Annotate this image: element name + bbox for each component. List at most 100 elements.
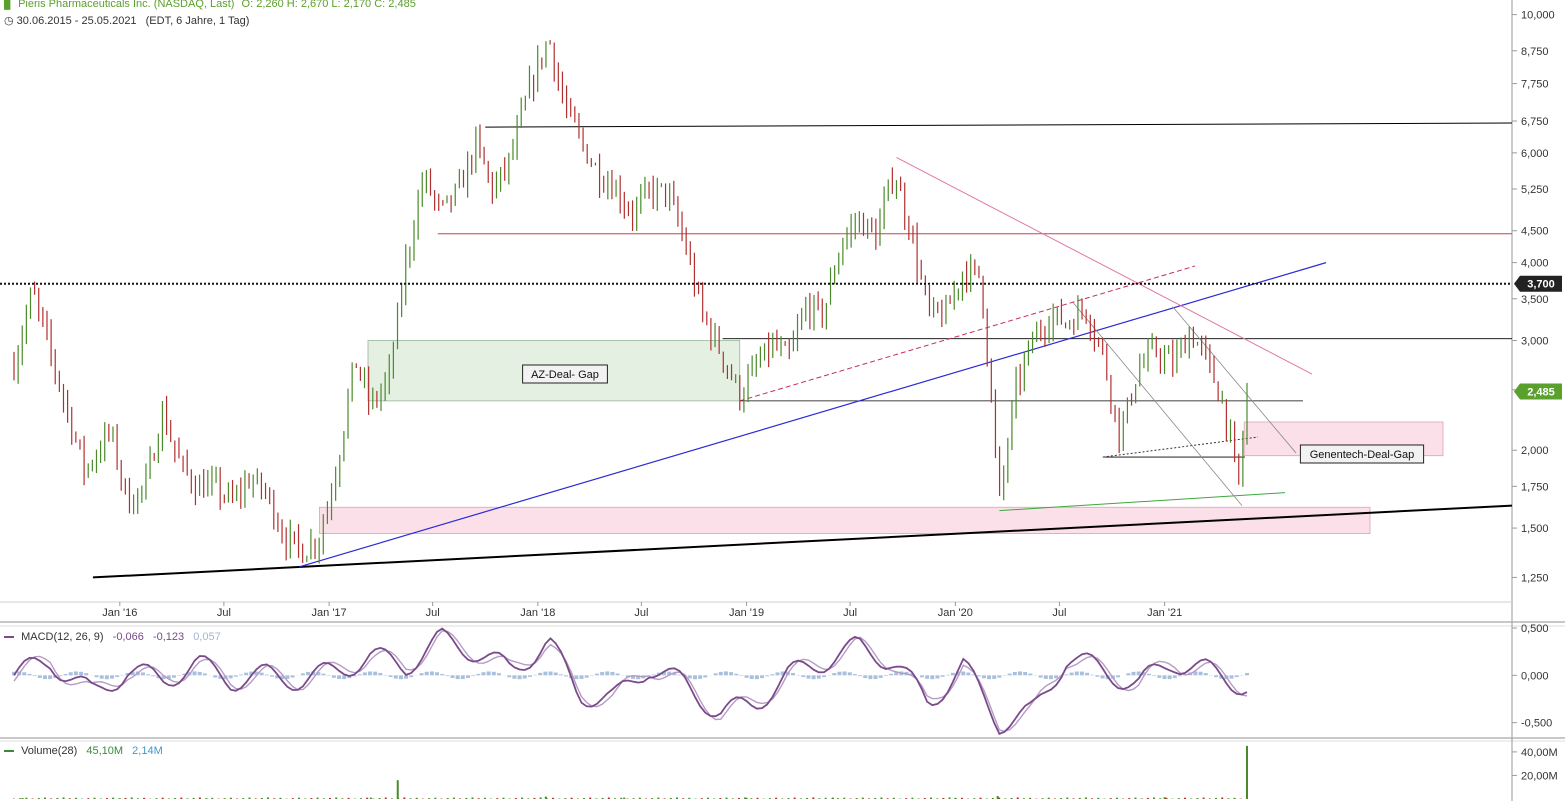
volume-bar [1196,798,1198,799]
volume-bar [1184,798,1186,799]
macd-hist-bar [244,673,248,676]
volume-bar [608,797,610,799]
macd-hist-bar [977,675,981,676]
macd-hist-bar [151,675,155,676]
macd-hist-bar [456,675,460,679]
volume-bar [502,798,504,799]
macd-hist-bar [373,672,377,676]
macd-hist-bar [1039,675,1043,677]
macd-hist-bar [301,673,305,675]
volume-bar [1029,798,1031,799]
macd-hist-bar [1173,675,1177,678]
volume-bar [1134,798,1136,799]
volume-bar [478,798,480,799]
volume-bar [298,798,300,799]
volume-bar [69,798,71,799]
macd-hist-bar [507,675,511,677]
macd-hist-bar [394,675,398,678]
macd-hist-bar [966,673,970,676]
volume-bar [738,798,740,799]
volume-avg-value: 2,14M [132,745,163,757]
macd-hist-bar [822,675,826,677]
macd-hist-value: 0,057 [193,631,221,643]
volume-bar [348,798,350,799]
macd-title: MACD(12, 26, 9) [21,631,104,643]
volume-bar [1004,798,1006,799]
macd-hist-bar [605,671,609,675]
macd-hist-bar [518,675,522,679]
macd-hist-bar [48,675,52,679]
volume-bar [812,797,814,799]
macd-hist-bar [755,675,759,679]
volume-bar [230,798,232,799]
macd-hist-bar [750,675,754,679]
macd-hist-bar [817,675,821,678]
macd-hist-bar [616,673,620,675]
macd-hist-bar [982,675,986,678]
volume-bar [602,798,604,799]
volume-bar [94,798,96,799]
volume-bar [571,798,573,799]
macd-hist-bar [270,675,274,676]
macd-legend: MACD(12, 26, 9) -0,066 -0,123 0,057 [4,631,221,643]
volume-bar [856,798,858,799]
macd-hist-bar [997,675,1001,677]
volume-bar [1066,798,1068,799]
volume-bar [924,798,926,799]
price-y-tick-label: 6,000 [1521,148,1549,160]
macd-hist-bar [466,675,470,678]
volume-value: 45,10M [86,745,123,757]
macd-hist-bar [1095,675,1099,676]
macd-hist-bar [260,673,264,676]
volume-bar [459,798,461,799]
macd-hist-bar [512,675,516,678]
volume-bar [1023,798,1025,799]
volume-bar [893,798,895,799]
level-badge: 3,700 [1514,276,1562,292]
volume-bar [800,798,802,799]
volume-bar [911,798,913,799]
x-tick-label: Jan '20 [938,607,973,619]
volume-y-tick-label: 20,00M [1521,770,1558,782]
volume-bar [1073,798,1075,799]
volume-bar [769,798,771,799]
volume-bar [614,798,616,799]
volume-bar [1141,798,1143,799]
volume-bar [1091,798,1093,799]
macd-hist-bar [1235,675,1239,677]
macd-hist-bar [574,675,578,679]
volume-bar [818,798,820,799]
volume-bar [880,797,882,799]
x-tick-label: Jul [426,607,440,619]
volume-bar [806,798,808,799]
macd-hist-bar [688,675,692,678]
volume-bar [533,798,535,799]
volume-bar [370,798,372,799]
candlestick-icon: █ [4,0,12,9]
volume-bar [564,798,566,799]
volume-bar [1246,746,1248,799]
macd-hist-bar [399,675,403,679]
macd-y-tick-label: 0,500 [1521,623,1549,635]
last-price-badge-text: 2,485 [1527,386,1555,398]
macd-hist-bar [481,672,485,675]
macd-hist-bar [1204,673,1208,675]
price-y-tick-label: 8,750 [1521,46,1549,58]
macd-hist-bar [806,675,810,678]
dashed-trend-line [740,266,1195,401]
price-y-tick-label: 4,000 [1521,258,1549,270]
volume-bar [997,796,999,799]
volume-bar [255,798,257,799]
macd-hist-bar [461,675,465,679]
volume-bar [397,780,399,799]
macd-hist-bar [203,673,207,675]
macd-hist-bar [100,675,104,678]
volume-bar [936,798,938,799]
macd-hist-bar [848,672,852,675]
macd-hist-bar [342,675,346,679]
macd-hist-bar [471,675,475,676]
macd-hist-bar [549,672,553,676]
volume-bar [862,798,864,799]
pink-downtrend-line [896,157,1312,374]
volume-bar [1060,798,1062,799]
